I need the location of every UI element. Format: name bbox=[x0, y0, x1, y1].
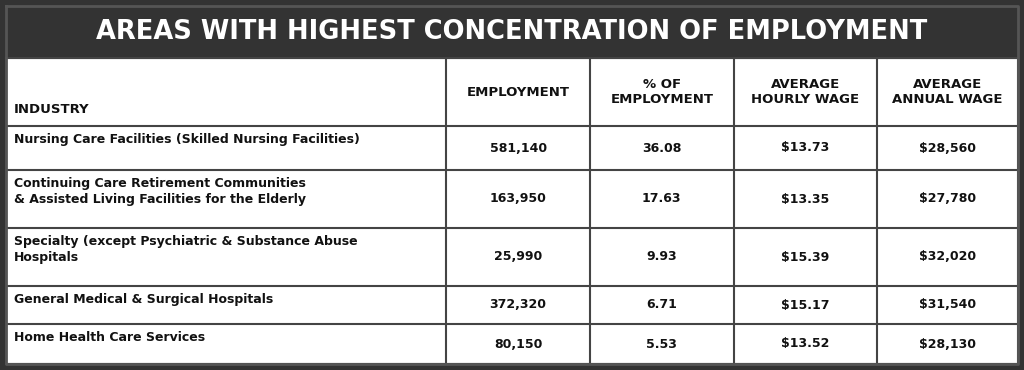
Text: 581,140: 581,140 bbox=[489, 141, 547, 155]
Text: $28,130: $28,130 bbox=[920, 337, 976, 350]
Text: AVERAGE
ANNUAL WAGE: AVERAGE ANNUAL WAGE bbox=[892, 78, 1002, 106]
Text: Home Health Care Services: Home Health Care Services bbox=[14, 331, 205, 344]
Text: Continuing Care Retirement Communities
& Assisted Living Facilities for the Elde: Continuing Care Retirement Communities &… bbox=[14, 177, 306, 206]
Text: % OF
EMPLOYMENT: % OF EMPLOYMENT bbox=[610, 78, 714, 106]
Text: AVERAGE
HOURLY WAGE: AVERAGE HOURLY WAGE bbox=[752, 78, 859, 106]
Text: 80,150: 80,150 bbox=[494, 337, 543, 350]
Text: $15.17: $15.17 bbox=[781, 299, 829, 312]
Text: INDUSTRY: INDUSTRY bbox=[14, 103, 90, 116]
Text: AREAS WITH HIGHEST CONCENTRATION OF EMPLOYMENT: AREAS WITH HIGHEST CONCENTRATION OF EMPL… bbox=[96, 19, 928, 45]
Text: $13.35: $13.35 bbox=[781, 192, 829, 205]
Text: 9.93: 9.93 bbox=[646, 250, 677, 263]
Text: $13.52: $13.52 bbox=[781, 337, 829, 350]
Text: 25,990: 25,990 bbox=[494, 250, 542, 263]
Text: General Medical & Surgical Hospitals: General Medical & Surgical Hospitals bbox=[14, 293, 273, 306]
Text: Nursing Care Facilities (Skilled Nursing Facilities): Nursing Care Facilities (Skilled Nursing… bbox=[14, 133, 359, 146]
Text: $32,020: $32,020 bbox=[920, 250, 976, 263]
Text: 36.08: 36.08 bbox=[642, 141, 681, 155]
Text: 6.71: 6.71 bbox=[646, 299, 677, 312]
Text: 5.53: 5.53 bbox=[646, 337, 677, 350]
Bar bbox=[6, 6, 1018, 58]
Text: $31,540: $31,540 bbox=[920, 299, 976, 312]
Text: $27,780: $27,780 bbox=[920, 192, 976, 205]
Text: 163,950: 163,950 bbox=[489, 192, 547, 205]
Text: $13.73: $13.73 bbox=[781, 141, 829, 155]
Text: $15.39: $15.39 bbox=[781, 250, 829, 263]
Text: 372,320: 372,320 bbox=[489, 299, 547, 312]
Text: EMPLOYMENT: EMPLOYMENT bbox=[467, 85, 569, 98]
Text: $28,560: $28,560 bbox=[920, 141, 976, 155]
Text: Specialty (except Psychiatric & Substance Abuse
Hospitals: Specialty (except Psychiatric & Substanc… bbox=[14, 235, 357, 264]
Bar bbox=[6, 58, 1018, 364]
Text: 17.63: 17.63 bbox=[642, 192, 682, 205]
